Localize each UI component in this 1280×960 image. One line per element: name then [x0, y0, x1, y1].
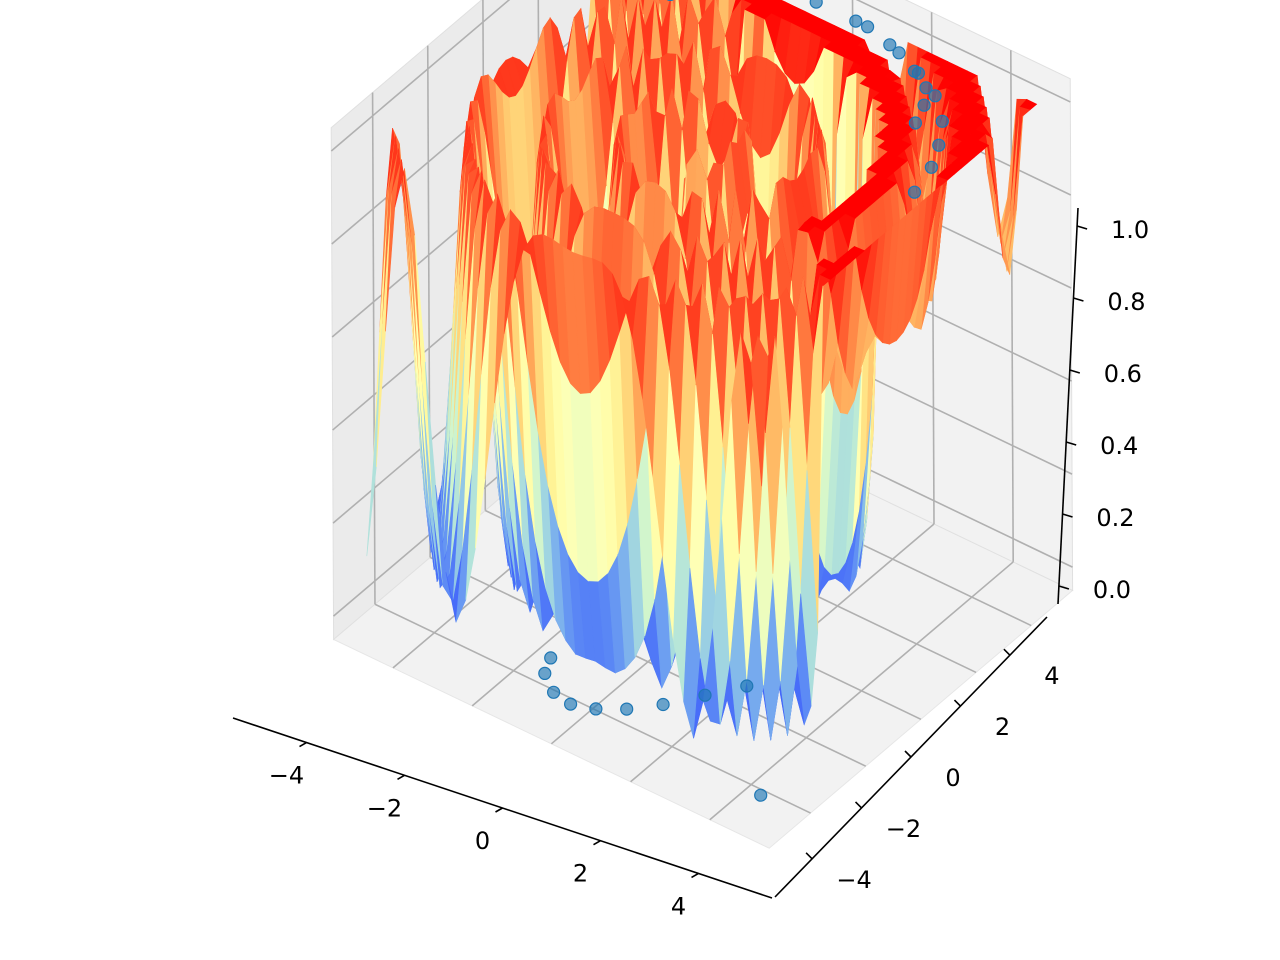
- scatter-point: [883, 38, 897, 52]
- y-tick-mark: [805, 852, 813, 860]
- x-tick-label: −2: [367, 794, 402, 822]
- scatter-point: [546, 685, 561, 699]
- scatter-point: [656, 697, 670, 712]
- x-tick-mark: [397, 774, 405, 780]
- scatter-point: [907, 64, 922, 78]
- z-axis-line: [1057, 207, 1079, 605]
- x-tick-label: 0: [475, 827, 490, 855]
- scatter-point: [740, 679, 754, 693]
- z-tick-label: 0.6: [1104, 360, 1142, 388]
- y-tick-mark: [854, 801, 863, 809]
- x-tick-mark: [495, 807, 503, 813]
- scatter-point: [919, 81, 933, 95]
- scatter-point: [932, 138, 946, 152]
- grid-line-y-left: [371, 92, 376, 605]
- z-tick-mark: [1065, 441, 1077, 446]
- scatter-point: [666, 0, 674, 2]
- scatter-point: [538, 666, 552, 681]
- axis-lines: [232, 207, 1088, 899]
- z-tick-label: 0.8: [1107, 288, 1145, 316]
- x-tick-mark: [299, 741, 307, 748]
- scatter-point: [892, 46, 906, 60]
- scatter-point: [928, 89, 942, 103]
- scatter-point: [935, 114, 949, 128]
- scatter-point: [860, 20, 875, 34]
- scatter-point: [849, 14, 863, 28]
- scatter-point: [924, 160, 939, 174]
- surface-facet: [750, 335, 769, 487]
- z-tick-mark: [1069, 369, 1081, 374]
- scatter-point: [620, 702, 634, 716]
- y-tick-mark: [1003, 648, 1011, 656]
- x-tick-label: 2: [573, 860, 588, 888]
- z-tick-mark: [1073, 297, 1084, 302]
- z-tick-mark: [1062, 513, 1073, 518]
- x-tick-label: 4: [671, 893, 686, 921]
- grid-line-z-left: [330, 0, 511, 152]
- z-tick-label: 0.4: [1100, 432, 1138, 460]
- scatter-point: [563, 697, 578, 711]
- scatter-point: [698, 688, 712, 702]
- y-tick-label: 4: [1044, 662, 1059, 690]
- grid-line-z-back: [855, 0, 1071, 103]
- scatter-point: [908, 116, 923, 130]
- z-tick-label: 1.0: [1111, 216, 1149, 244]
- z-tick-mark: [1076, 225, 1088, 230]
- y-tick-label: 2: [995, 713, 1010, 741]
- scatter-point: [907, 185, 922, 199]
- grid-line-x-back: [1009, 50, 1015, 562]
- z-tick-mark: [1058, 585, 1070, 590]
- y-tick-label: −4: [836, 866, 871, 894]
- x-tick-mark: [691, 872, 699, 879]
- scatter-point: [917, 98, 931, 112]
- axis-ticks: −4 −2 0 2 4 −4 −2 0 2 4 0.0 0.2 0.4 0.6 0.8 1.0: [269, 216, 1149, 921]
- surface: [366, 0, 1038, 741]
- x-tick-mark: [593, 840, 601, 846]
- scatter-points: [538, 0, 949, 802]
- scatter-point: [754, 788, 768, 802]
- scatter-point: [544, 651, 558, 665]
- scatter-point: [809, 0, 823, 9]
- z-tick-label: 0.2: [1096, 504, 1134, 532]
- grid-line-y-floor: [429, 556, 867, 767]
- y-tick-mark: [904, 750, 912, 758]
- y-tick-label: 0: [945, 764, 960, 792]
- scatter-point: [589, 702, 603, 716]
- z-tick-label: 0.0: [1093, 576, 1131, 604]
- x-tick-label: −4: [269, 762, 304, 790]
- y-tick-label: −2: [886, 815, 921, 843]
- y-tick-mark: [953, 699, 962, 707]
